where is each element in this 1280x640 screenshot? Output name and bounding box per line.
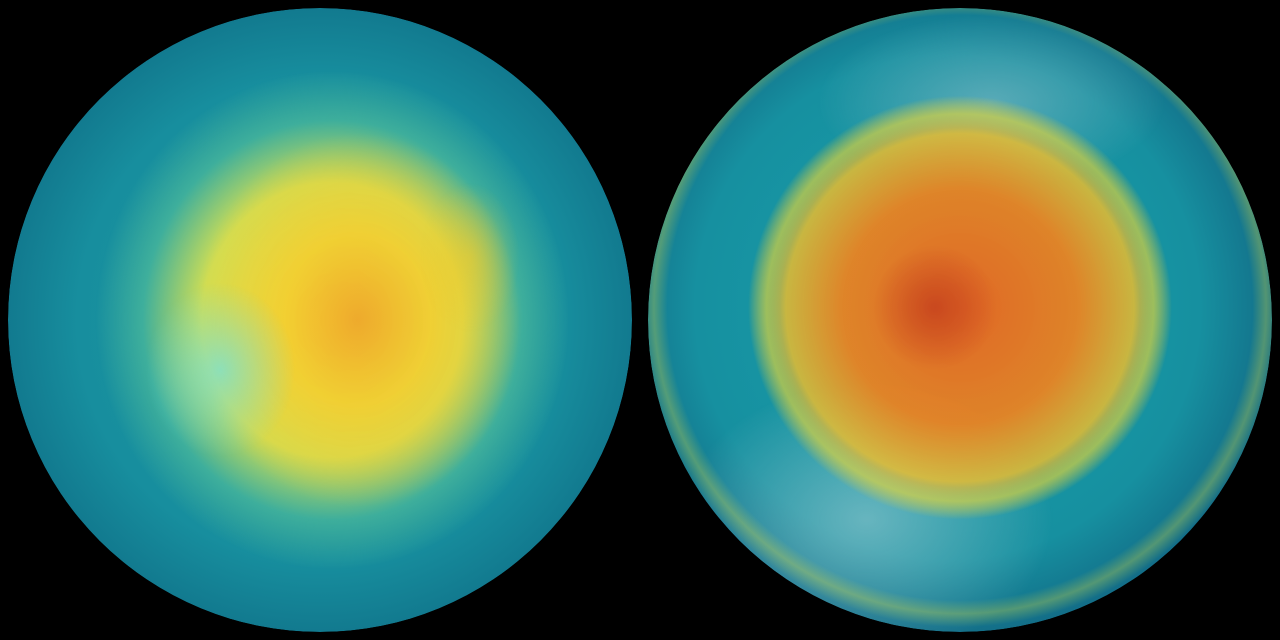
wave-ring bbox=[648, 8, 1272, 632]
globe-left bbox=[8, 8, 632, 632]
limb-shading bbox=[8, 8, 632, 632]
globe-right bbox=[648, 8, 1272, 632]
continent-layer bbox=[8, 8, 632, 632]
limb-shading bbox=[648, 8, 1272, 632]
heat-layer bbox=[648, 8, 1272, 632]
wave-ring bbox=[8, 8, 632, 632]
